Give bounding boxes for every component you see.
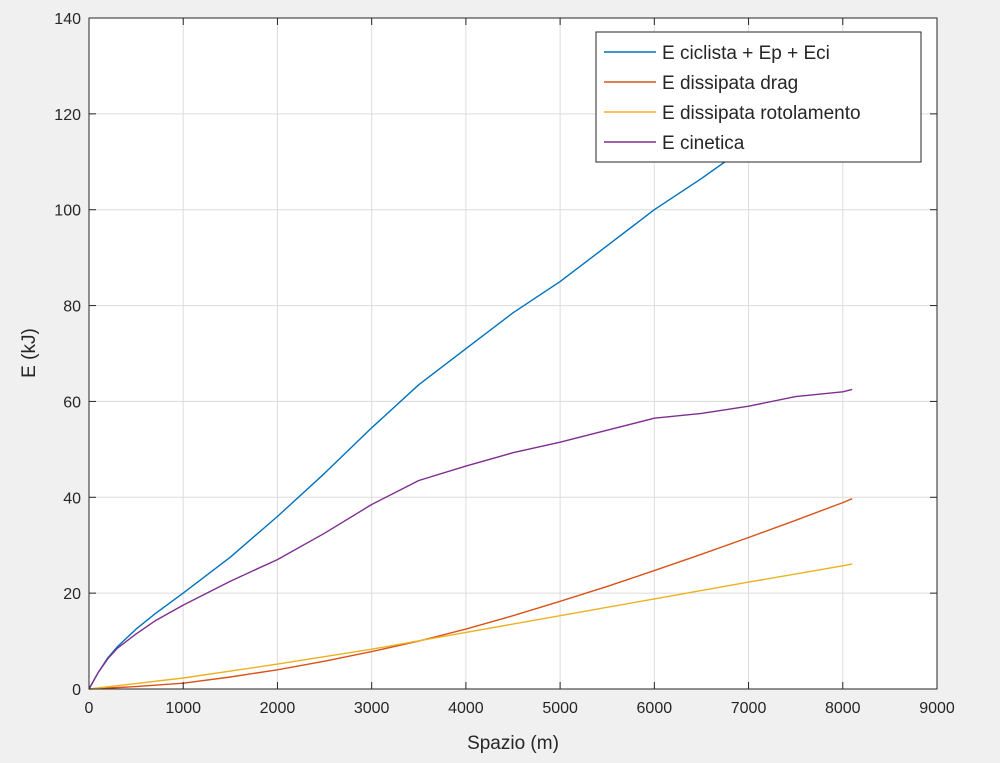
legend-label-1: E dissipata drag xyxy=(662,73,798,94)
y-tick-label: 140 xyxy=(54,11,81,28)
x-tick-label: 0 xyxy=(85,700,94,717)
y-tick-label: 40 xyxy=(63,490,81,507)
x-tick-label: 2000 xyxy=(260,700,296,717)
axis-ticks: 0 1000 2000 3000 4000 5000 6000 7000 8000 9000 0 20… xyxy=(54,11,955,717)
x-tick-label: 9000 xyxy=(919,700,955,717)
series-line-1 xyxy=(88,498,853,690)
x-tick-label: 6000 xyxy=(637,700,673,717)
legend-label-2: E dissipata rotolamento xyxy=(662,103,861,124)
y-tick-label: 120 xyxy=(54,107,81,124)
x-tick-label: 4000 xyxy=(448,700,484,717)
y-axis-label: E (kJ) xyxy=(19,328,40,378)
x-tick-label: 5000 xyxy=(542,700,578,717)
legend-box xyxy=(595,31,922,163)
legend-label-0: E ciclista + Ep + Eci xyxy=(662,43,830,64)
series-line-2 xyxy=(88,563,853,690)
axes-box xyxy=(88,17,938,690)
y-tick-label: 80 xyxy=(63,299,81,316)
y-tick-label: 60 xyxy=(63,394,81,411)
x-tick-label: 8000 xyxy=(825,700,861,717)
x-axis-label: Spazio (m) xyxy=(467,733,559,754)
series-line-3 xyxy=(88,388,853,690)
x-tick-label: 7000 xyxy=(731,700,767,717)
y-tick-label: 0 xyxy=(72,682,81,699)
y-tick-label: 100 xyxy=(54,203,81,220)
legend: E ciclista + Ep + Eci E dissipata drag E d… xyxy=(595,31,922,163)
x-tick-label: 3000 xyxy=(354,700,390,717)
legend-label-3: E cinetica xyxy=(662,133,745,154)
y-tick-label: 20 xyxy=(63,586,81,603)
x-tick-label: 1000 xyxy=(165,700,201,717)
